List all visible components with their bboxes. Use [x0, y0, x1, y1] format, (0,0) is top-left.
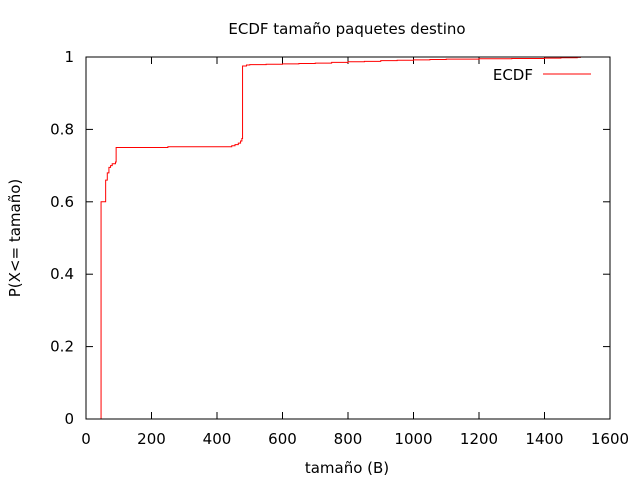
y-tick-label: 0.2 [50, 338, 74, 356]
chart-title: ECDF tamaño paquetes destino [228, 20, 465, 38]
y-tick-label: 0 [64, 410, 74, 428]
x-tick-label: 600 [268, 430, 297, 448]
y-tick-label: 0.6 [50, 193, 74, 211]
x-tick-label: 1400 [525, 430, 563, 448]
ticks-layer: 0 200 400 600 800 1000 1200 1400 1600 0 0.2 0.4 0.6 0… [50, 48, 629, 448]
x-tick-label: 1000 [394, 430, 432, 448]
x-tick-label: 0 [81, 430, 91, 448]
ecdf-series-line [100, 56, 582, 419]
x-tick-label: 400 [203, 430, 232, 448]
y-tick-label: 0.8 [50, 120, 74, 138]
x-tick-label: 1200 [460, 430, 498, 448]
y-axis-label: P(X<= tamaño) [6, 179, 24, 298]
x-tick-label: 1600 [591, 430, 629, 448]
x-tick-label: 800 [334, 430, 363, 448]
plot-frame [85, 56, 611, 420]
y-tick-label: 1 [64, 48, 74, 66]
x-axis-label: tamaño (B) [305, 459, 389, 477]
series-layer [100, 56, 582, 419]
legend-label-ecdf: ECDF [493, 66, 533, 84]
x-tick-label: 200 [137, 430, 166, 448]
y-tick-label: 0.4 [50, 265, 74, 283]
legend: ECDF [493, 66, 591, 84]
